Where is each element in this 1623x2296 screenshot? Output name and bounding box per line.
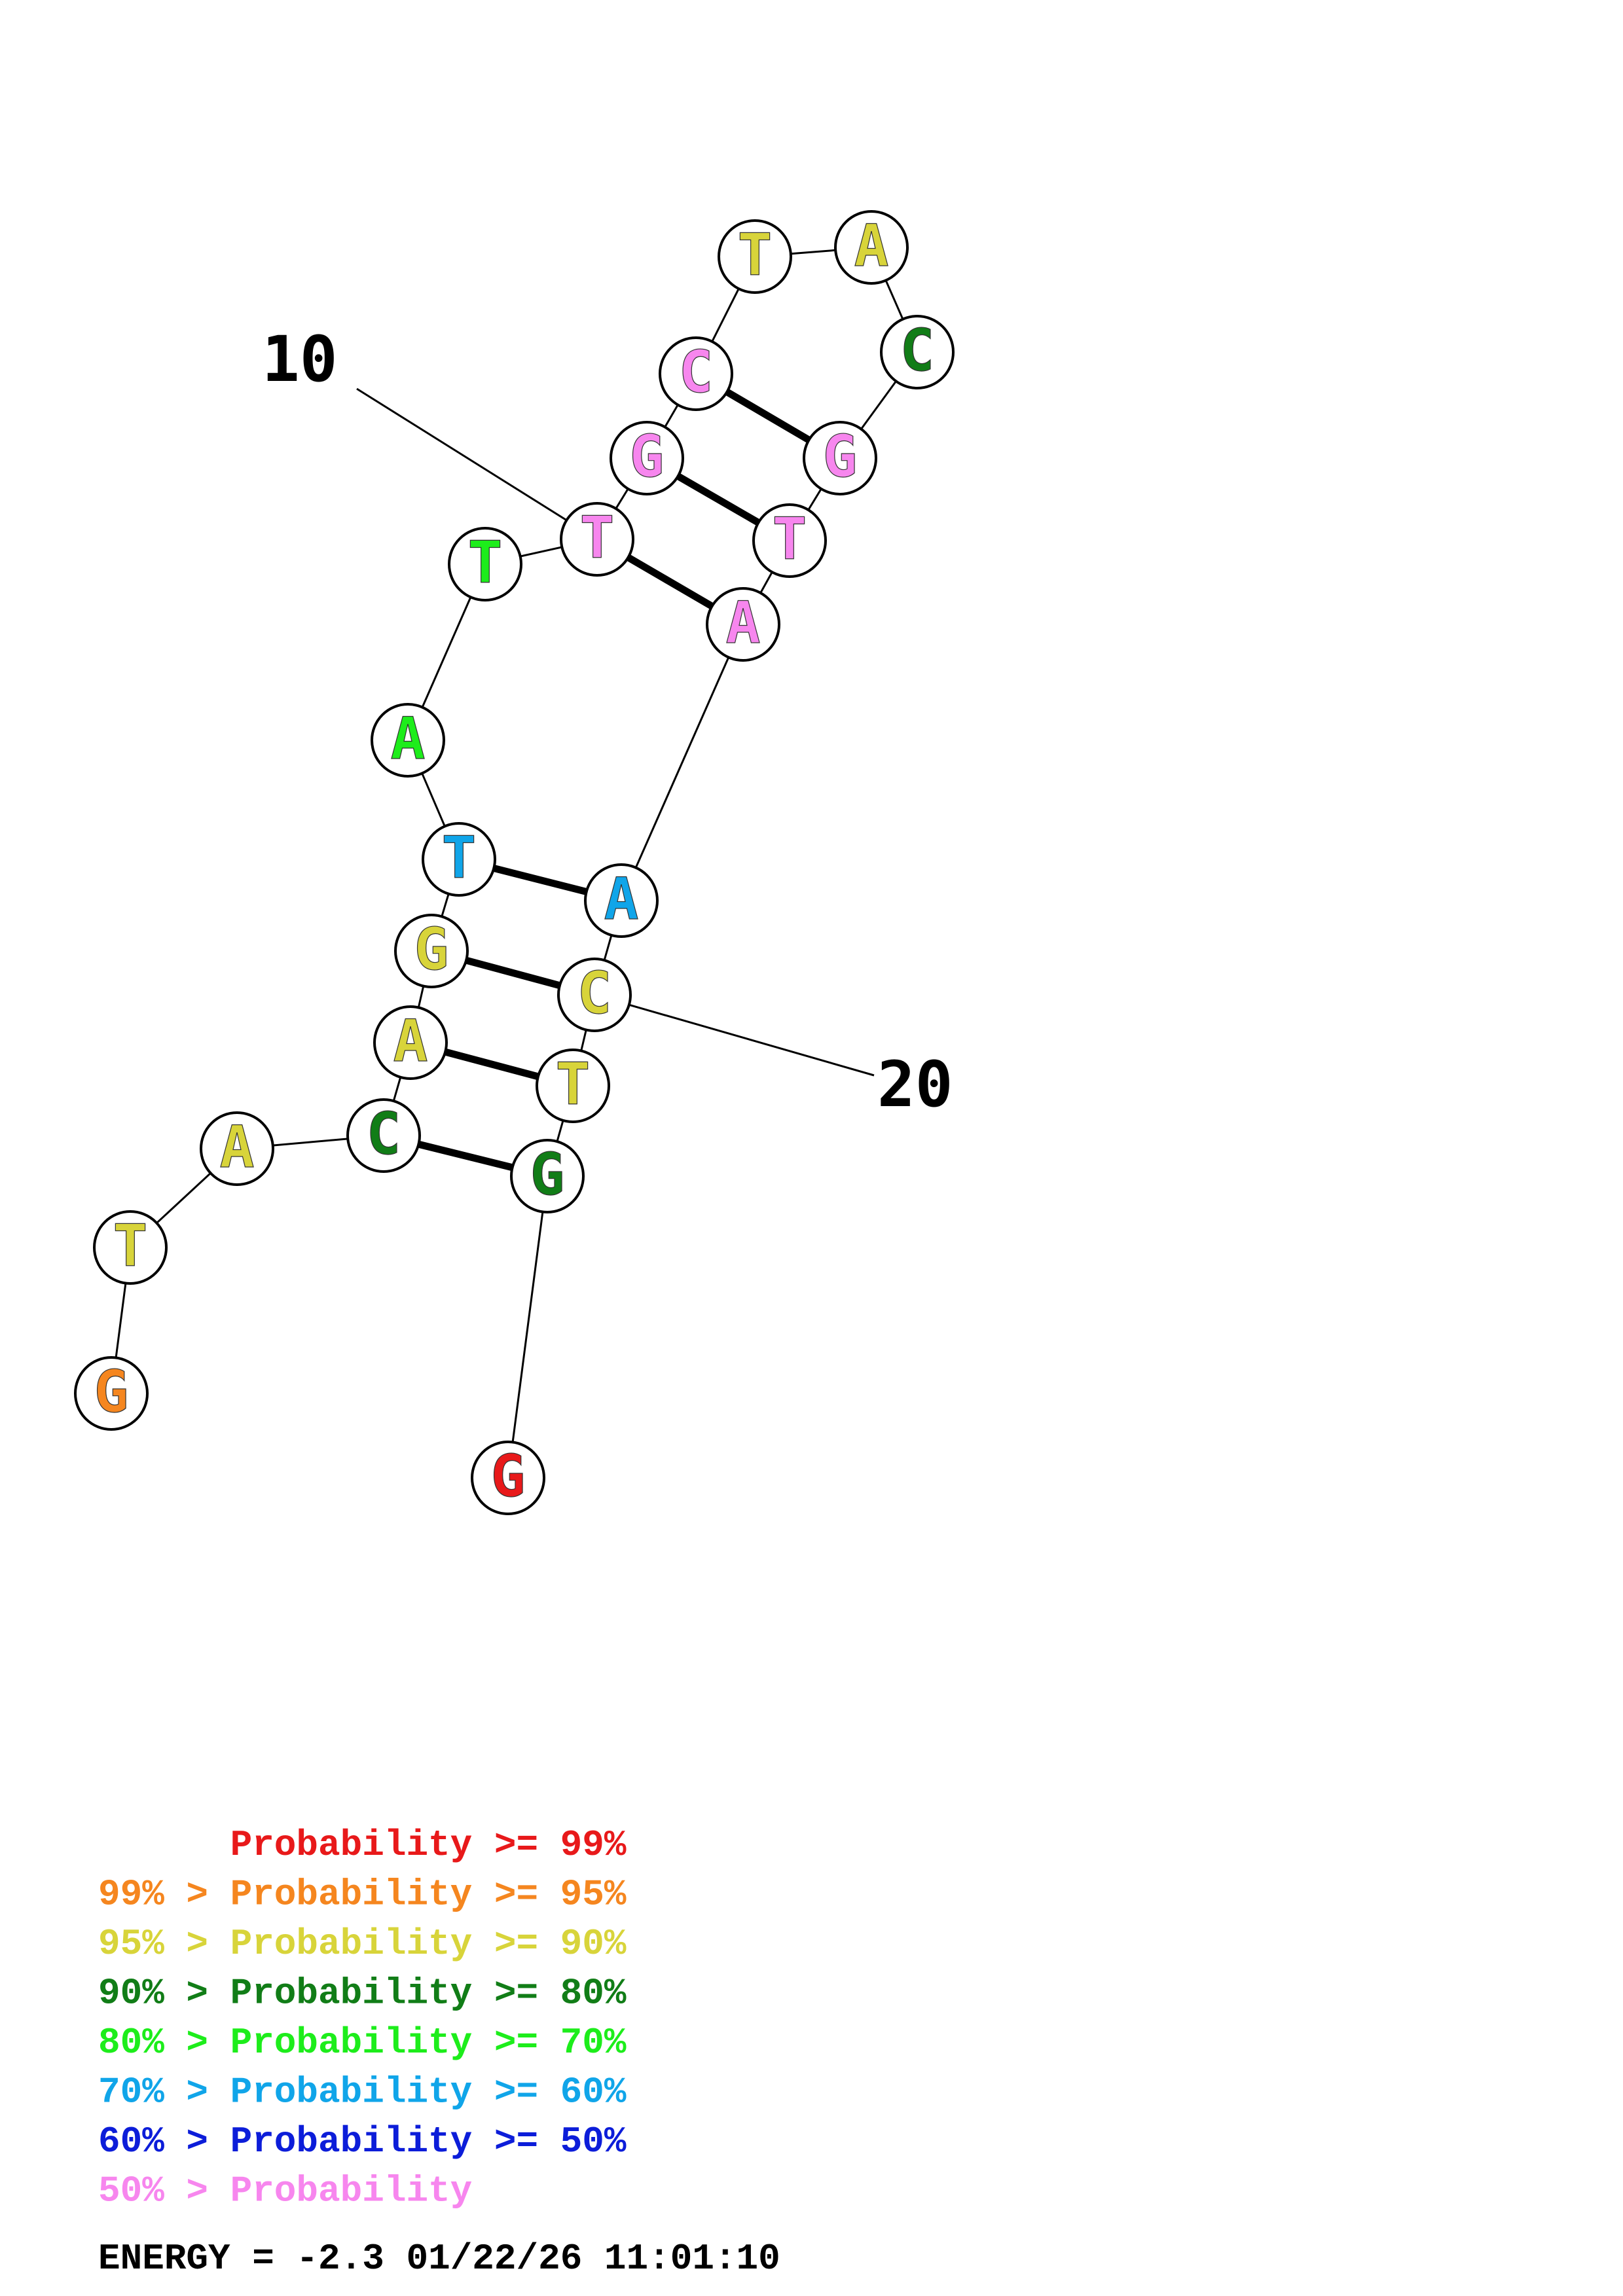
energy-line: ENERGY = -2.3 01/22/26 11:01:10: [98, 2238, 780, 2280]
nucleotide-circle: [394, 914, 469, 988]
legend-prefix: 50% >: [98, 2170, 208, 2212]
legend-entry-6: Probability >= 60%: [230, 2072, 627, 2113]
nucleotide-circle: [659, 336, 733, 411]
nucleotide-letter: T: [580, 504, 615, 571]
nucleotide-letter: G: [823, 423, 858, 490]
nucleotide-circle: [93, 1210, 168, 1285]
nucleotide-7: T: [422, 822, 496, 897]
nucleotide-circle: [560, 502, 634, 577]
nucleotide-letter: T: [442, 824, 477, 891]
nucleotide-circle: [422, 822, 496, 897]
nucleotide-letter: G: [530, 1141, 565, 1208]
backbone-segment: [507, 1175, 549, 1479]
nucleotide-17: T: [752, 503, 827, 578]
legend-prefix: 99% >: [98, 1874, 208, 1916]
nucleotide-2: T: [93, 1210, 168, 1285]
nucleotide-letter: C: [679, 338, 714, 406]
nucleotide-8: A: [371, 703, 445, 778]
nucleotide-letter: A: [604, 865, 639, 933]
nucleotide-14: A: [834, 210, 909, 285]
nucleotide-13: T: [718, 219, 792, 294]
nucleotide-circle: [834, 210, 909, 285]
position-label-leader: [356, 387, 598, 541]
nucleotide-circle: [557, 958, 632, 1032]
nucleotide-letter: A: [391, 705, 426, 772]
nucleotide-20: C: [557, 958, 632, 1032]
nucleotide-circle: [718, 219, 792, 294]
nucleotide-letter: A: [854, 212, 889, 279]
nucleotide-10: T: [560, 502, 634, 577]
legend-entry-4: Probability >= 80%: [230, 1973, 627, 2015]
nucleotide-11: G: [610, 421, 684, 495]
nucleotide-5: A: [373, 1005, 448, 1080]
nucleotide-21: T: [536, 1049, 610, 1123]
base-pair-lines: [382, 370, 842, 1180]
nucleotide-circle: [346, 1098, 421, 1173]
nucleotide-23: G: [471, 1441, 545, 1515]
legend-entry-7: Probability >= 50%: [230, 2121, 627, 2162]
nucleotide-circle: [371, 703, 445, 778]
nucleotide-letter: T: [113, 1212, 148, 1280]
nucleotide-circle: [510, 1139, 585, 1213]
nucleotide-letter: G: [630, 423, 665, 490]
nucleotide-circle: [880, 315, 955, 389]
legend-entry-3: Probability >= 90%: [230, 1923, 627, 1965]
nucleotide-circle: [803, 421, 877, 495]
nucleotide-1: G: [74, 1356, 149, 1431]
nucleotide-letter: C: [577, 960, 612, 1027]
nucleotide-circle: [471, 1441, 545, 1515]
nucleotide-6: G: [394, 914, 469, 988]
nucleotide-circle: [373, 1005, 448, 1080]
nucleotide-circle: [752, 503, 827, 578]
legend-prefix: 80% >: [98, 2022, 208, 2064]
nucleotide-letter: T: [773, 505, 807, 573]
nucleotide-circle: [536, 1049, 610, 1123]
nucleotide-22: G: [510, 1139, 585, 1213]
nucleotide-letter: A: [726, 589, 761, 656]
legend-prefix: 90% >: [98, 1973, 208, 2015]
nucleotide-letter: A: [220, 1113, 255, 1181]
nucleotide-letter: G: [94, 1358, 129, 1426]
legend-entry-8: Probability: [230, 2170, 473, 2212]
backbone-segment: [620, 624, 744, 901]
nucleotide-letter: C: [367, 1100, 401, 1168]
nucleotide-15: C: [880, 315, 955, 389]
nucleotide-4: C: [346, 1098, 421, 1173]
legend-entry-1: Probability >= 99%: [230, 1824, 627, 1866]
nucleotide-letter: T: [468, 529, 503, 596]
nucleotide-3: A: [200, 1111, 274, 1186]
legend-prefix: 95% >: [98, 1923, 208, 1965]
nucleotide-circle: [706, 587, 780, 662]
legend-entry-5: Probability >= 70%: [230, 2022, 627, 2064]
nucleotide-circle: [610, 421, 684, 495]
nucleotide-18: A: [706, 587, 780, 662]
position-label-20: 20: [877, 1048, 953, 1121]
probability-legend: Probability >= 99% Probability >= 95% 99% …: [98, 1824, 627, 2212]
nucleotide-letter: T: [556, 1050, 591, 1118]
legend-entry-2: Probability >= 95%: [230, 1874, 627, 1916]
nucleotide-19: A: [584, 863, 659, 938]
nucleotide-16: G: [803, 421, 877, 495]
nucleotide-circle: [74, 1356, 149, 1431]
nucleotide-circle: [200, 1111, 274, 1186]
nucleotide-12: C: [659, 336, 733, 411]
position-label-leader: [594, 994, 875, 1077]
nucleotide-letter: C: [900, 317, 935, 384]
position-label-10: 10: [262, 323, 338, 396]
nucleotide-letter: G: [491, 1443, 526, 1510]
nucleotide-circle: [584, 863, 659, 938]
nucleotide-letter: A: [393, 1007, 428, 1075]
legend-prefix: 60% >: [98, 2121, 208, 2162]
nucleotide-letter: G: [414, 916, 449, 983]
nucleotide-9: T: [448, 527, 522, 601]
nucleotide-circle: [448, 527, 522, 601]
nucleotide-letter: T: [738, 221, 773, 289]
position-labels: 10 20: [262, 323, 953, 1121]
legend-prefix: 70% >: [98, 2072, 208, 2113]
